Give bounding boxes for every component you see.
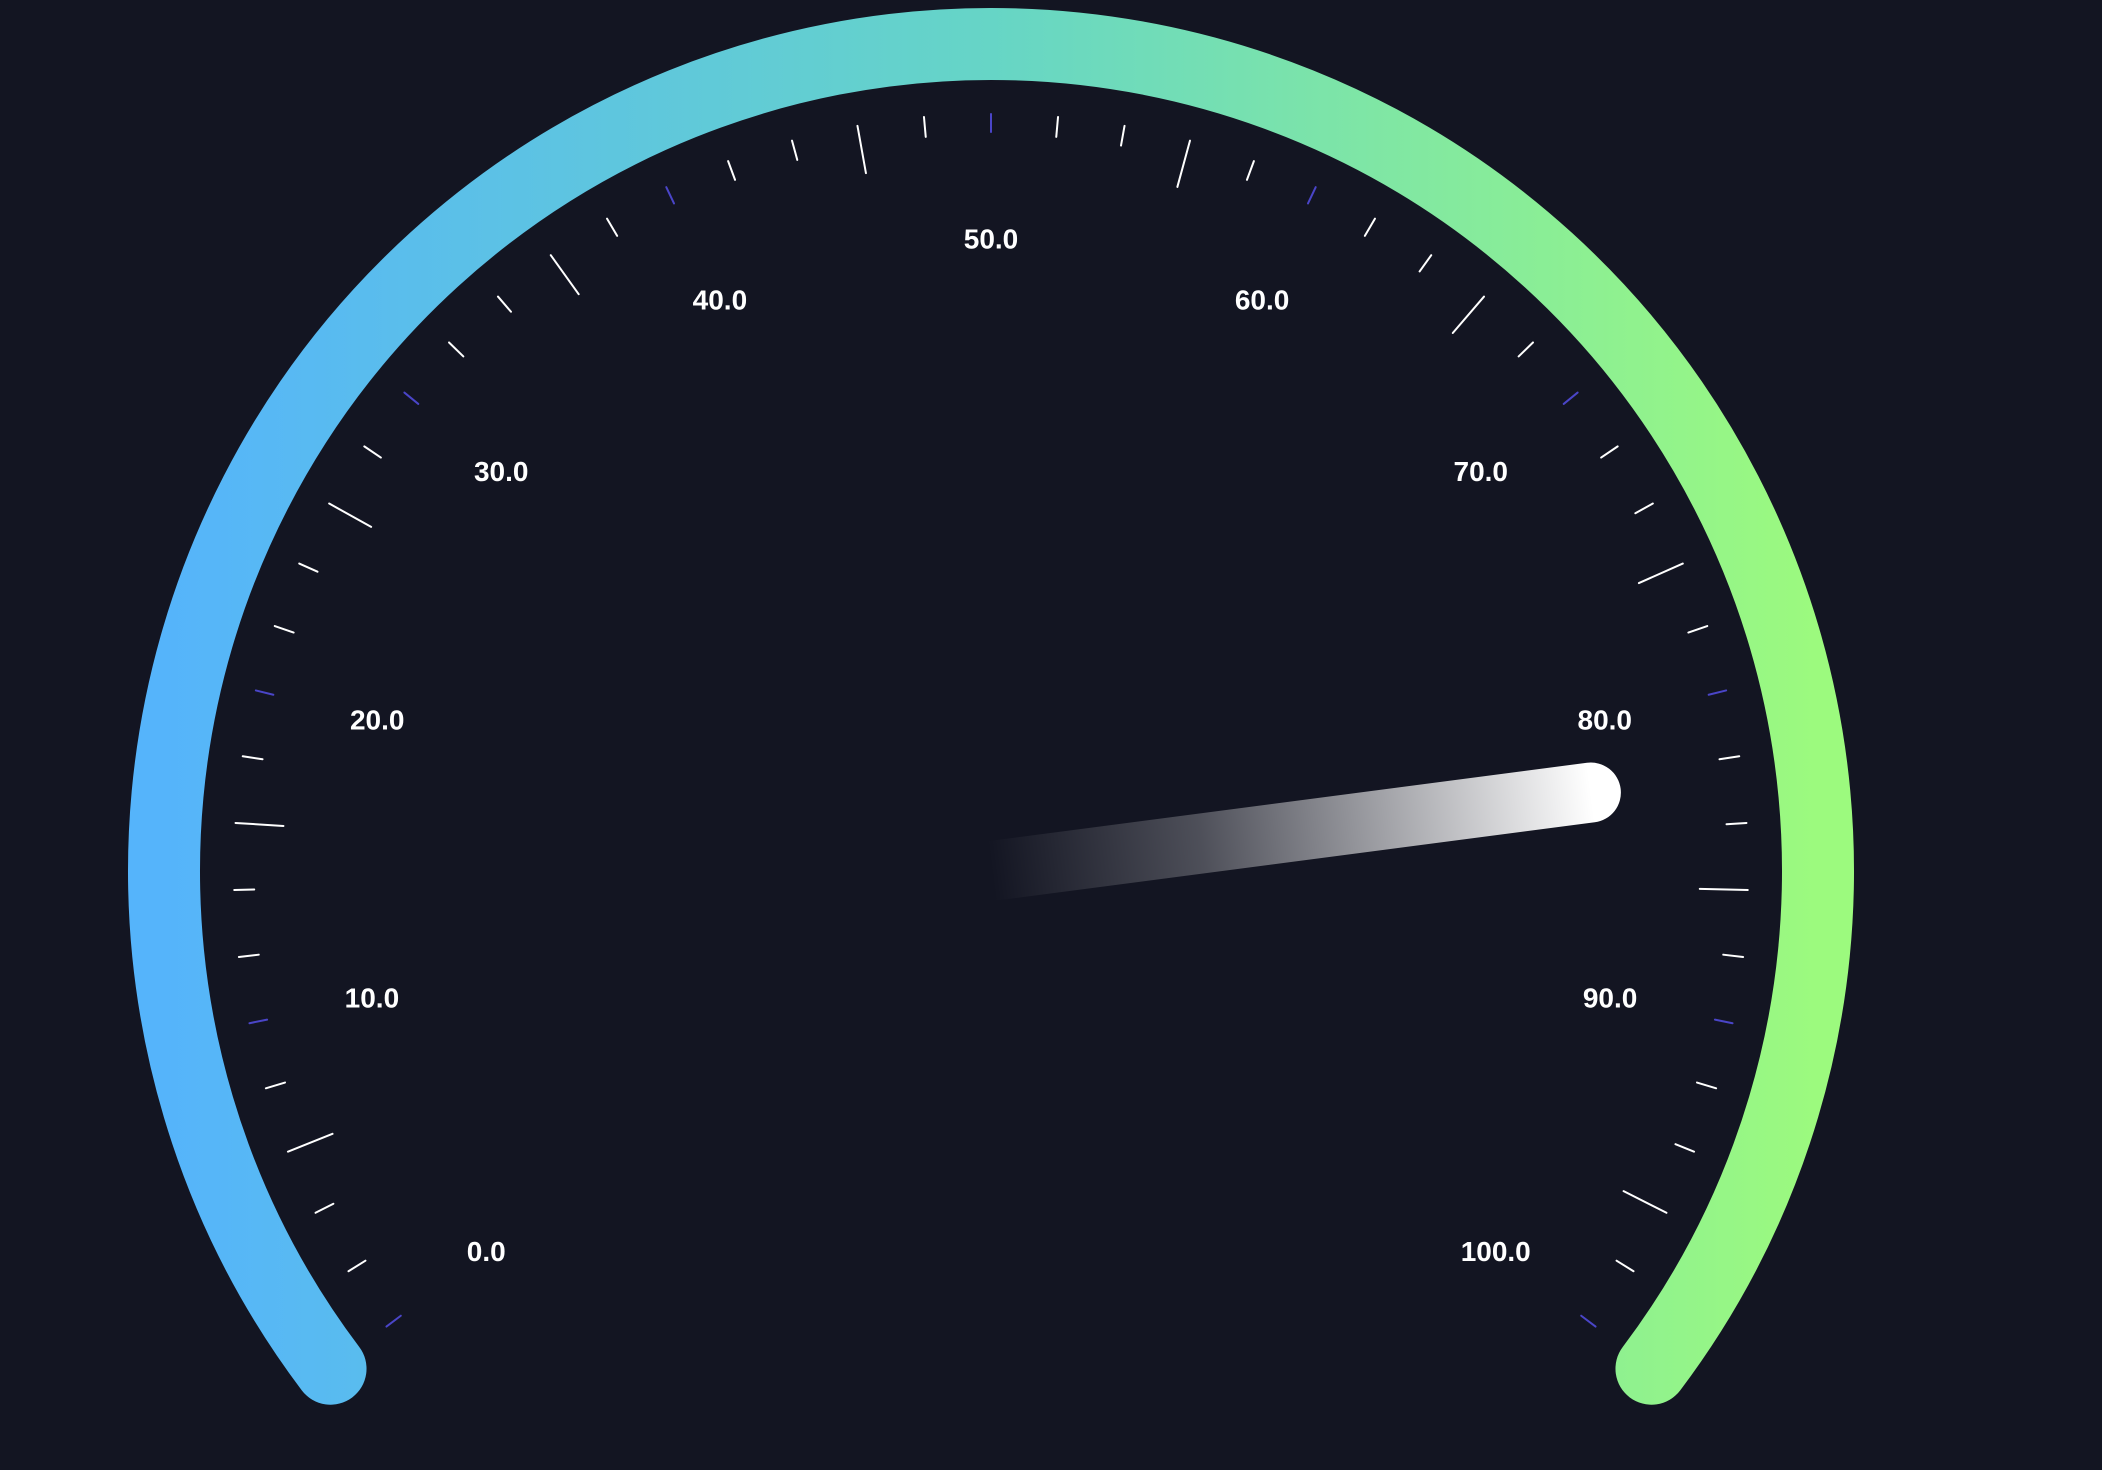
mid-tick <box>1637 562 1684 585</box>
mid-tick <box>234 821 285 827</box>
minor-tick <box>1245 160 1255 181</box>
minor-tick <box>1722 953 1745 958</box>
tick-label: 70.0 <box>1454 456 1509 487</box>
mid-tick <box>328 502 373 528</box>
minor-tick <box>791 139 799 161</box>
minor-tick <box>363 445 382 459</box>
minor-tick <box>606 217 619 237</box>
tick-label: 50.0 <box>964 224 1019 255</box>
tick-label: 20.0 <box>350 705 405 736</box>
minor-tick <box>1517 341 1534 358</box>
minor-tick <box>448 341 465 358</box>
gauge-arc-group <box>128 8 1854 1405</box>
gauge-needle <box>961 762 1621 901</box>
minor-tick <box>1615 1259 1635 1273</box>
mid-tick <box>549 254 580 296</box>
major-tick <box>1306 186 1317 205</box>
major-tick <box>385 1314 402 1328</box>
mid-tick <box>1622 1190 1668 1214</box>
tick-label: 60.0 <box>1235 285 1290 316</box>
mid-tick <box>1176 139 1191 188</box>
tick-label: 100.0 <box>1461 1236 1531 1267</box>
major-tick <box>248 1018 269 1025</box>
mid-tick <box>286 1132 334 1153</box>
minor-tick <box>237 953 260 958</box>
minor-tick <box>1674 1143 1696 1153</box>
minor-tick <box>1687 625 1709 634</box>
mid-tick <box>1698 887 1749 892</box>
gauge-ticks-group <box>233 113 1749 1328</box>
minor-tick <box>233 888 256 892</box>
tick-label: 40.0 <box>693 285 748 316</box>
minor-tick <box>1600 445 1619 459</box>
gauge-labels-group: 0.0 10.0 20.0 30.0 40.0 50.0 60.0 70.0 80.0 90.0 1… <box>345 224 1638 1267</box>
tick-label: 10.0 <box>345 983 400 1014</box>
minor-tick <box>1634 502 1654 515</box>
tick-label: 0.0 <box>467 1236 506 1267</box>
tick-label: 80.0 <box>1578 705 1633 736</box>
major-tick <box>1707 689 1728 696</box>
minor-tick <box>1695 1081 1718 1090</box>
minor-tick <box>1718 755 1741 761</box>
minor-tick <box>1363 217 1376 237</box>
minor-tick <box>264 1081 287 1090</box>
minor-tick <box>1418 254 1433 273</box>
gauge-needle-group <box>961 762 1621 901</box>
minor-tick <box>273 625 295 634</box>
minor-tick <box>727 160 737 181</box>
major-tick <box>665 186 676 205</box>
major-tick <box>254 689 275 696</box>
major-tick <box>1580 1314 1597 1328</box>
minor-tick <box>241 755 264 761</box>
minor-tick <box>1055 115 1060 138</box>
major-tick <box>403 391 420 405</box>
tick-label: 90.0 <box>1583 983 1638 1014</box>
minor-tick <box>1725 821 1748 826</box>
minor-tick <box>347 1259 367 1273</box>
mid-tick <box>1451 295 1486 334</box>
minor-tick <box>496 295 512 313</box>
major-tick <box>1713 1018 1734 1025</box>
minor-tick <box>314 1202 335 1214</box>
major-tick <box>1562 391 1579 405</box>
mid-tick <box>856 124 867 175</box>
minor-tick <box>298 562 319 573</box>
minor-tick <box>922 115 927 138</box>
minor-tick <box>1120 124 1126 147</box>
gauge-arc <box>128 8 1854 1405</box>
tick-label: 30.0 <box>474 456 529 487</box>
